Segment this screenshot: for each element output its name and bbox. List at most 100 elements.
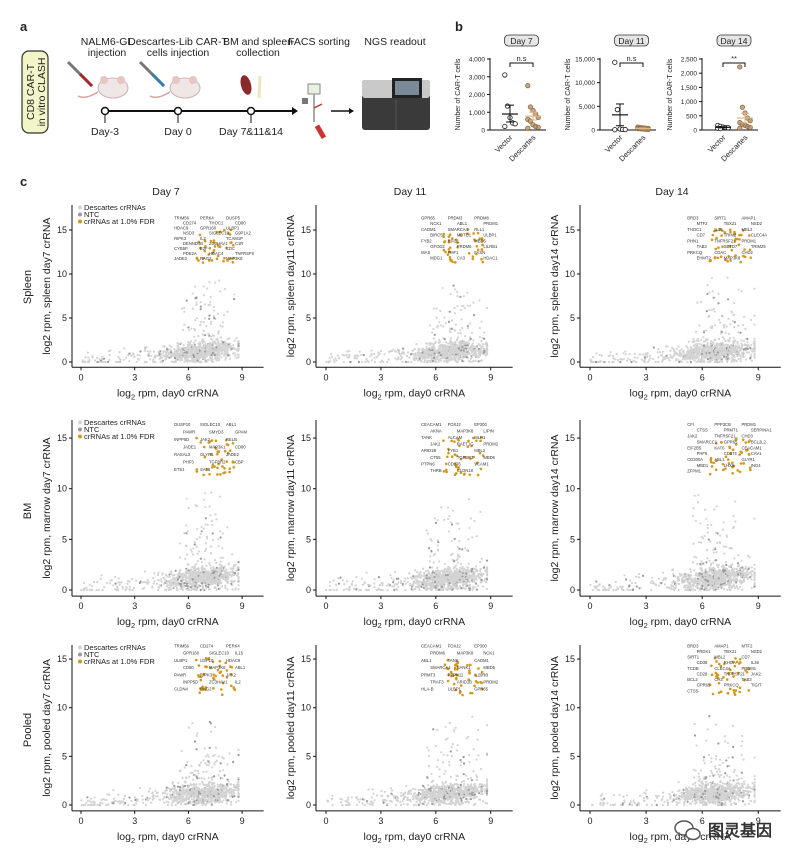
fdr-hit-point xyxy=(443,249,446,252)
descartes-point xyxy=(187,573,189,575)
descartes-point xyxy=(459,577,461,579)
descartes-point xyxy=(456,559,458,561)
descartes-point xyxy=(371,354,373,356)
descartes-point xyxy=(454,288,456,290)
descartes-point xyxy=(649,355,651,357)
descartes-point xyxy=(425,346,427,348)
ntc-point xyxy=(177,578,179,580)
descartes-point xyxy=(450,521,452,523)
descartes-point xyxy=(473,520,475,522)
descartes-point xyxy=(458,527,460,529)
descartes-point xyxy=(433,337,435,339)
descartes-point xyxy=(159,584,161,586)
fdr-hit-point xyxy=(738,238,741,241)
descartes-point xyxy=(450,344,452,346)
descartes-point xyxy=(429,356,431,358)
descartes-point xyxy=(190,583,192,585)
ntc-point xyxy=(194,585,196,587)
descartes-point xyxy=(397,348,399,350)
descartes-point xyxy=(347,356,349,358)
data-point-descartes xyxy=(748,118,752,122)
ntc-point xyxy=(338,583,340,585)
descartes-point xyxy=(205,523,207,525)
gene-label: CADM1 xyxy=(421,227,436,232)
ntc-point xyxy=(200,589,202,591)
descartes-point xyxy=(445,356,447,358)
descartes-point xyxy=(186,553,188,555)
descartes-point xyxy=(214,579,216,581)
descartes-point xyxy=(641,359,643,361)
ntc-point xyxy=(213,572,215,574)
descartes-point xyxy=(691,348,693,350)
descartes-point xyxy=(177,346,179,348)
descartes-point xyxy=(93,581,95,583)
descartes-point xyxy=(204,343,206,345)
descartes-point xyxy=(735,351,737,353)
descartes-point xyxy=(181,350,183,352)
descartes-point xyxy=(422,568,424,570)
descartes-point xyxy=(197,580,199,582)
descartes-point xyxy=(745,344,747,346)
descartes-point xyxy=(426,352,428,354)
fdr-hit-point xyxy=(444,240,447,243)
data-point-vector xyxy=(503,73,507,77)
descartes-point xyxy=(196,576,198,578)
descartes-point xyxy=(156,583,158,585)
descartes-point xyxy=(437,354,439,356)
descartes-point xyxy=(233,293,235,295)
descartes-point xyxy=(478,350,480,352)
descartes-point xyxy=(191,551,193,553)
ntc-point xyxy=(473,314,475,316)
descartes-point xyxy=(697,357,699,359)
gene-label: SAT6 xyxy=(200,467,211,472)
descartes-point xyxy=(237,574,239,576)
descartes-point xyxy=(691,356,693,358)
descartes-point xyxy=(722,315,724,317)
ntc-point xyxy=(744,347,746,349)
descartes-point xyxy=(352,580,354,582)
descartes-point xyxy=(365,589,367,591)
gene-label: GLYR1 xyxy=(200,452,214,457)
descartes-point xyxy=(382,361,384,363)
descartes-point xyxy=(219,530,221,532)
ntc-point xyxy=(707,358,709,360)
descartes-point xyxy=(471,332,473,334)
y-axis-label: log2 rpm, spleen day11 crRNA xyxy=(285,215,297,357)
descartes-point xyxy=(175,361,177,363)
panel-a: a CD8 CAR-T in vitro CLASH NALM6-GL inje… xyxy=(20,19,430,139)
descartes-point xyxy=(461,327,463,329)
descartes-point xyxy=(159,361,161,363)
ntc-point xyxy=(139,582,141,584)
gene-label: RAG2 xyxy=(200,256,212,261)
descartes-point xyxy=(219,324,221,326)
descartes-point xyxy=(431,585,433,587)
descartes-point xyxy=(456,295,458,297)
descartes-point xyxy=(446,569,448,571)
ntc-point xyxy=(170,351,172,353)
legend-marker xyxy=(78,428,82,432)
descartes-point xyxy=(337,577,339,579)
descartes-point xyxy=(210,321,212,323)
descartes-point xyxy=(202,588,204,590)
descartes-point xyxy=(452,349,454,351)
descartes-point xyxy=(486,307,488,309)
descartes-point xyxy=(456,344,458,346)
descartes-point xyxy=(706,361,708,363)
descartes-point xyxy=(482,343,484,345)
ntc-point xyxy=(201,582,203,584)
gene-label: PRKCQ xyxy=(687,250,703,255)
descartes-point xyxy=(179,556,181,558)
descartes-point xyxy=(193,348,195,350)
descartes-point xyxy=(223,346,225,348)
ntc-point xyxy=(451,588,453,590)
descartes-point xyxy=(394,571,396,573)
descartes-point xyxy=(428,583,430,585)
ntc-point xyxy=(713,297,715,299)
descartes-point xyxy=(174,579,176,581)
descartes-point xyxy=(479,511,481,513)
descartes-point xyxy=(753,350,755,352)
fdr-hit-point xyxy=(720,234,723,237)
descartes-point xyxy=(236,570,238,572)
descartes-point xyxy=(753,315,755,317)
descartes-point xyxy=(229,358,231,360)
